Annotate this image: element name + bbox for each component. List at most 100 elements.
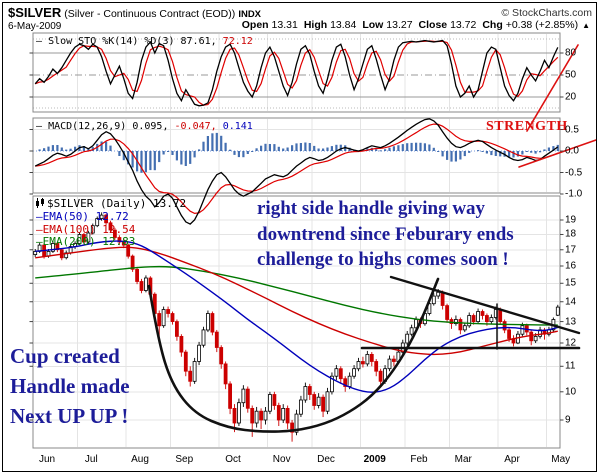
macd-histogram-bar xyxy=(432,147,435,151)
macd-histogram-bar xyxy=(246,151,249,154)
macd-histogram-bar xyxy=(211,133,214,151)
y-axis-label: 11 xyxy=(565,360,576,372)
candle-body xyxy=(484,315,489,322)
macd-histogram-bar xyxy=(268,144,271,151)
macd-histogram-bar xyxy=(308,143,311,151)
price-legend-symbol-row: $SILVER (Daily) 13.72 xyxy=(36,197,187,211)
macd-histogram-bar xyxy=(74,146,77,151)
macd-histogram-bar xyxy=(47,146,50,151)
macd-histogram-bar xyxy=(184,151,187,166)
candle-body xyxy=(369,353,374,362)
candle-body xyxy=(95,218,100,227)
macd-histogram-bar xyxy=(335,144,338,151)
macd-histogram-bar xyxy=(530,151,533,153)
y-axis-label: 13 xyxy=(565,316,577,328)
macd-histogram-bar xyxy=(326,147,329,151)
candle-body xyxy=(86,232,91,243)
candle-body xyxy=(298,399,303,415)
macd-histogram-bar xyxy=(118,151,121,156)
macd-histogram-bar xyxy=(463,151,466,157)
high-value: 13.84 xyxy=(330,19,357,31)
macd-histogram-bar xyxy=(251,151,254,152)
handle-note-line3: challenge to highs comes soon ! xyxy=(257,249,509,270)
candle-body xyxy=(236,402,241,424)
macd-histogram-bar xyxy=(43,148,46,151)
candle-body xyxy=(356,361,361,370)
candle-body xyxy=(294,413,299,433)
close-value: 13.72 xyxy=(450,19,477,31)
ema100-legend-row: —EMA(100) 12.54 xyxy=(36,222,136,236)
macd-histogram-bar xyxy=(508,151,511,158)
macd-histogram-bar xyxy=(339,144,342,151)
candle-body xyxy=(391,358,396,362)
low-label: Low xyxy=(362,19,384,31)
macd-histogram-bar xyxy=(242,151,245,158)
candle-body xyxy=(507,329,512,339)
candle-body xyxy=(188,370,193,382)
chg-label: Chg xyxy=(482,19,503,31)
y-axis-label: 50 xyxy=(565,69,577,81)
macd-histogram-bar xyxy=(539,151,542,153)
macd-histogram-bar xyxy=(313,145,316,151)
quote-bar: Open 13.31 High 13.84 Low 13.27 Close 13… xyxy=(242,19,590,31)
y-axis-label: 18 xyxy=(565,228,577,240)
candle-body xyxy=(139,281,144,291)
candle-body xyxy=(214,331,219,348)
candlestick-icon xyxy=(36,198,45,211)
macd-histogram-bar xyxy=(105,141,108,151)
candle-body xyxy=(219,347,224,365)
macd-histogram-bar xyxy=(384,149,387,151)
candle-body xyxy=(334,368,339,377)
y-axis-label: -1.0 xyxy=(565,188,583,200)
strength-annotation: STRENGTH xyxy=(486,119,568,134)
y-axis-label: 14 xyxy=(565,296,577,308)
copyright: © StockCharts.com xyxy=(501,7,592,19)
macd-histogram-bar xyxy=(543,149,546,151)
sto-legend: — Slow STO %K(14) %D(3) 87.61, 72.12 xyxy=(36,36,253,47)
handle-note-line1: right side handle giving way xyxy=(257,198,486,219)
macd-histogram-bar xyxy=(459,151,462,160)
sto-legend-dash-icon: — xyxy=(36,36,43,47)
cup-note-line3: Next UP UP ! xyxy=(10,404,129,428)
macd-histogram-bar xyxy=(51,145,54,151)
candle-body xyxy=(365,353,370,365)
candle-body xyxy=(449,319,454,324)
price-legend-symbol: $SILVER (Daily) 13.72 xyxy=(47,197,187,210)
candle-body xyxy=(104,214,108,224)
macd-histogram-bar xyxy=(100,141,103,151)
symbol: $SILVER xyxy=(8,5,62,20)
candle-body xyxy=(480,311,485,316)
cup-note-line2: Handle made xyxy=(10,374,130,398)
candle-body xyxy=(241,388,246,404)
candle-body xyxy=(321,396,326,412)
macd-histogram-bar xyxy=(282,148,285,151)
ema50-line xyxy=(35,240,558,393)
macd-histogram-bar xyxy=(229,149,232,151)
ema200-line xyxy=(35,265,558,326)
candle-body xyxy=(272,394,277,406)
open-value: 13.31 xyxy=(271,19,298,31)
x-axis-label: Nov xyxy=(272,454,291,465)
header-title: $SILVER (Silver - Continuous Contract (E… xyxy=(8,5,261,20)
candle-body xyxy=(135,268,140,282)
candle-body xyxy=(267,394,272,412)
x-axis-label: Dec xyxy=(317,454,335,465)
candle-body xyxy=(245,388,250,409)
macd-histogram-bar xyxy=(264,143,267,151)
macd-histogram-bar xyxy=(410,142,413,151)
macd-histogram-bar xyxy=(286,147,289,151)
candle-body xyxy=(343,378,348,387)
macd-histogram-bar xyxy=(109,145,112,151)
macd-histogram-bar xyxy=(220,135,223,151)
up-arrow-icon: ▲ xyxy=(582,20,590,30)
macd-histogram-bar xyxy=(423,143,426,151)
candle-body xyxy=(360,361,365,365)
cup-note-line1: Cup created xyxy=(10,344,120,368)
x-axis-label: 2009 xyxy=(363,454,386,465)
exchange-tag: INDX xyxy=(238,9,262,20)
ema50-legend-row: —EMA(50) 12.72 xyxy=(36,210,129,224)
candle-body xyxy=(259,410,264,421)
cup-note: Cup created Handle made Next UP UP ! xyxy=(10,341,130,431)
candle-body xyxy=(197,344,202,362)
